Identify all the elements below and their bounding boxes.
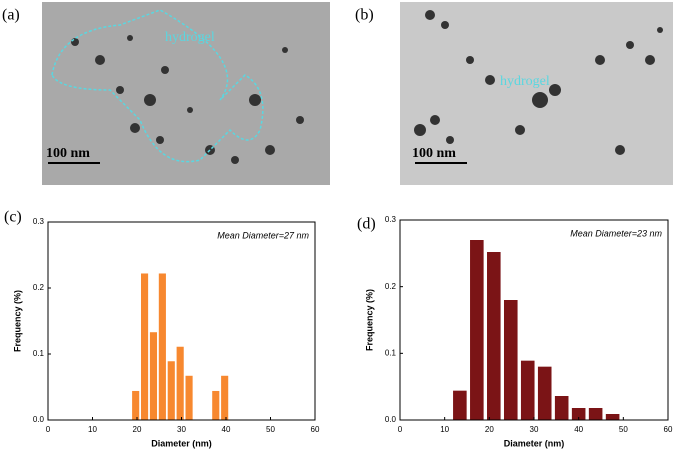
y-tick-label: 0.1	[385, 348, 397, 357]
bar	[605, 414, 620, 420]
particles	[414, 10, 663, 155]
x-tick-label: 30	[530, 425, 539, 434]
bar	[487, 252, 501, 420]
panel-label: (a)	[2, 7, 20, 24]
bar	[520, 360, 535, 420]
tem-image	[42, 2, 330, 185]
y-axis-label: Frequency (%)	[364, 289, 374, 351]
bar	[571, 408, 586, 420]
hydrogel-outline	[51, 9, 264, 163]
bar	[212, 390, 220, 420]
x-tick-label: 50	[266, 425, 275, 434]
bar	[503, 300, 518, 420]
x-tick-label: 20	[485, 425, 494, 434]
y-tick-label: 0.3	[33, 217, 45, 226]
annotation: Mean Diameter=23 nm	[570, 228, 662, 238]
y-axis-label: Frequency (%)	[12, 290, 22, 352]
y-tick-label: 0.2	[33, 283, 45, 292]
x-tick-label: 20	[133, 425, 142, 434]
y-tick-label: 0.2	[385, 282, 397, 291]
y-tick-label: 0.0	[33, 415, 45, 424]
bar	[453, 390, 467, 420]
bar	[132, 390, 140, 420]
x-axis-label: Diameter (nm)	[504, 438, 565, 448]
scale-bar-label: 100 nm	[46, 146, 90, 161]
annotation: hydrogel	[165, 30, 215, 45]
y-tick-label: 0.1	[33, 349, 45, 358]
bar	[158, 273, 166, 420]
x-tick-label: 40	[222, 425, 231, 434]
panel-label: (d)	[357, 216, 376, 233]
x-tick-label: 10	[88, 425, 97, 434]
x-axis-label: Diameter (nm)	[151, 438, 212, 448]
x-tick-label: 60	[311, 425, 320, 434]
x-tick-label: 10	[440, 425, 449, 434]
y-tick-label: 0.3	[385, 215, 397, 224]
bar	[221, 375, 229, 420]
panel-label: (b)	[355, 7, 374, 24]
scale-bar-label: 100 nm	[412, 146, 456, 161]
bar	[167, 361, 175, 420]
bar	[537, 366, 552, 420]
bar	[470, 240, 484, 420]
x-tick-label: 40	[574, 425, 583, 434]
panel-label: (c)	[4, 209, 22, 226]
y-tick-label: 0.0	[385, 415, 397, 424]
x-tick-label: 50	[619, 425, 628, 434]
x-tick-label: 60	[664, 425, 673, 434]
particles	[71, 35, 304, 164]
bar	[176, 346, 184, 420]
x-tick-label: 0	[46, 425, 51, 434]
bar	[141, 273, 149, 420]
bar	[149, 332, 158, 420]
annotation: Mean Diameter=27 nm	[217, 230, 309, 240]
bar	[588, 408, 603, 420]
annotation: hydrogel	[500, 74, 550, 89]
bar	[185, 375, 193, 420]
x-tick-label: 0	[398, 425, 403, 434]
bar	[554, 396, 569, 420]
x-tick-label: 30	[177, 425, 186, 434]
